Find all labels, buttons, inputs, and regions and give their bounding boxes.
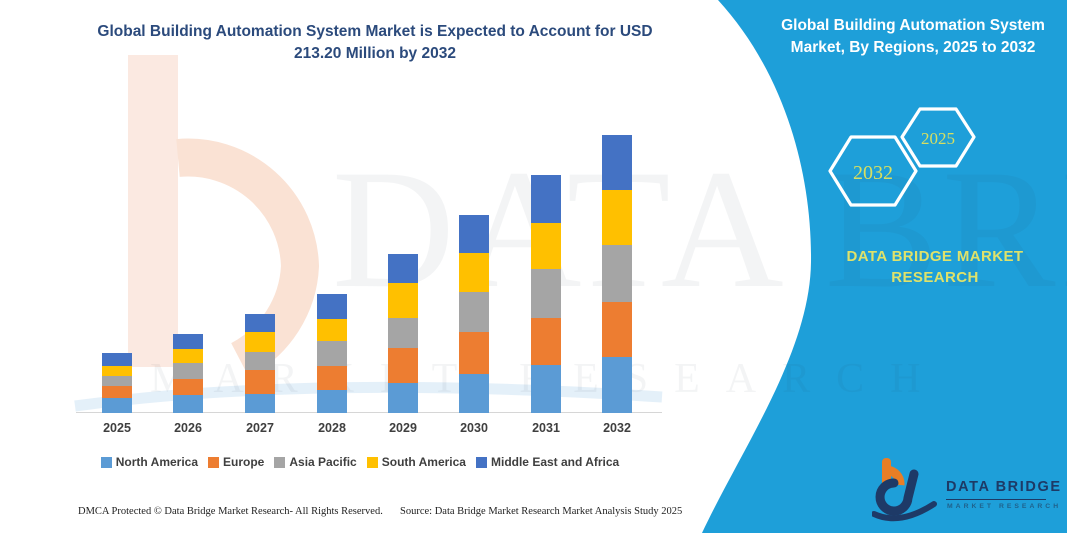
- bar-segment: [245, 352, 275, 370]
- x-tick-label: 2026: [174, 421, 202, 435]
- hexagon-2025: [900, 107, 976, 168]
- bar-segment: [102, 397, 132, 413]
- bar-segment: [531, 365, 561, 413]
- legend-marker: [366, 456, 378, 468]
- right-heading-line1: Global Building Automation System: [781, 17, 1045, 34]
- bar-segment: [459, 331, 489, 374]
- legend-marker: [208, 456, 220, 468]
- right-heading-line2: Market, By Regions, 2025 to 2032: [790, 38, 1036, 56]
- legend-item: South America: [366, 455, 466, 469]
- chart-title-line1: Global Building Automation System Market…: [97, 23, 653, 40]
- bar-segment: [531, 223, 561, 270]
- hexagon-2032: [828, 135, 918, 207]
- legend-item: Europe: [208, 455, 264, 469]
- bar-segment: [102, 366, 132, 377]
- legend-item: North America: [100, 455, 199, 469]
- bar-segment: [317, 390, 347, 413]
- bar-2028: [317, 293, 347, 413]
- x-tick-label: 2025: [103, 421, 131, 435]
- legend-label: South America: [381, 455, 466, 469]
- bar-segment: [459, 292, 489, 332]
- chart-plot: [76, 135, 662, 413]
- bar-segment: [173, 333, 203, 350]
- bar-segment: [602, 301, 632, 358]
- legend-item: Asia Pacific: [274, 455, 357, 469]
- dbmr-logo-sub: MARKET RESEARCH: [947, 503, 1062, 510]
- bar-2031: [531, 175, 561, 413]
- bar-2025: [102, 353, 132, 413]
- right-panel-heading: Global Building Automation System Market…: [763, 15, 1063, 58]
- legend-marker: [274, 456, 286, 468]
- x-tick-label: 2032: [603, 421, 631, 435]
- bar-segment: [388, 283, 418, 319]
- bar-segment: [173, 379, 203, 396]
- bar-segment: [245, 313, 275, 333]
- legend-label: North America: [115, 455, 199, 469]
- chart-title: Global Building Automation System Market…: [60, 21, 690, 66]
- x-tick-label: 2031: [532, 421, 560, 435]
- source-note: Source: Data Bridge Market Research Mark…: [400, 506, 683, 517]
- bar-segment: [531, 318, 561, 366]
- legend-item: Middle East and Africa: [475, 455, 620, 469]
- dbmr-logo: DATA BRIDGE MARKET RESEARCH: [871, 452, 1060, 527]
- bar-segment: [388, 254, 418, 284]
- x-tick-label: 2030: [460, 421, 488, 435]
- bar-segment: [102, 386, 132, 398]
- x-tick-label: 2029: [389, 421, 417, 435]
- bar-segment: [317, 293, 347, 319]
- bar-2029: [388, 254, 418, 413]
- legend-label: Middle East and Africa: [490, 455, 620, 469]
- bar-segment: [317, 318, 347, 342]
- bar-segment: [602, 244, 632, 302]
- hexagon-badges: 2032 2025: [828, 107, 976, 207]
- dbmr-logo-name: DATA BRIDGE: [946, 479, 1062, 495]
- dbmr-logo-icon: [871, 458, 937, 522]
- x-tick-label: 2028: [318, 421, 346, 435]
- legend: North America Europe Asia Pacific South Ame…: [40, 455, 680, 469]
- bar-segment: [602, 190, 632, 245]
- chart-title-line2: 213.20 Million by 2032: [294, 45, 456, 63]
- bar-segment: [317, 341, 347, 367]
- bar-segment: [102, 376, 132, 387]
- dbmr-logo-rule: [946, 499, 1046, 500]
- hexagon-2025-label: 2025: [921, 129, 955, 148]
- legend-label: Europe: [223, 455, 265, 469]
- bar-segment: [317, 366, 347, 391]
- legend-marker: [100, 456, 112, 468]
- bar-2026: [173, 333, 203, 413]
- bar-segment: [245, 332, 275, 353]
- dmca-notice: DMCA Protected © Data Bridge Market Rese…: [78, 506, 383, 517]
- bar-segment: [531, 175, 561, 224]
- bar-segment: [388, 348, 418, 383]
- bar-segment: [459, 373, 489, 413]
- x-tick-label: 2027: [246, 421, 274, 435]
- bar-segment: [531, 269, 561, 319]
- bar-segment: [245, 393, 275, 413]
- bar-segment: [459, 214, 489, 254]
- bar-2032: [602, 135, 632, 413]
- x-axis-labels: 2025 2026 2027 2028 2029 2030 2031 2032: [0, 421, 700, 441]
- legend-marker: [475, 456, 487, 468]
- brand-text-line1: DATA BRIDGE MARKET: [846, 248, 1024, 265]
- legend-label: Asia Pacific: [289, 455, 357, 469]
- bar-segment: [459, 253, 489, 293]
- bar-segment: [602, 135, 632, 191]
- hexagon-2032-label: 2032: [853, 162, 893, 184]
- bar-segment: [388, 383, 418, 413]
- blue-panel-shape: [702, 0, 1067, 533]
- bar-segment: [173, 349, 203, 364]
- bar-segment: [245, 369, 275, 394]
- bar-segment: [102, 353, 132, 367]
- brand-text-line2: RESEARCH: [891, 269, 979, 286]
- bar-segment: [173, 395, 203, 413]
- bar-2027: [245, 313, 275, 413]
- x-axis-line: [76, 412, 662, 413]
- bar-segment: [602, 357, 632, 413]
- bar-2030: [459, 214, 489, 413]
- brand-text: DATA BRIDGE MARKET RESEARCH: [830, 246, 1040, 288]
- bar-segment: [173, 363, 203, 380]
- bar-segment: [388, 318, 418, 349]
